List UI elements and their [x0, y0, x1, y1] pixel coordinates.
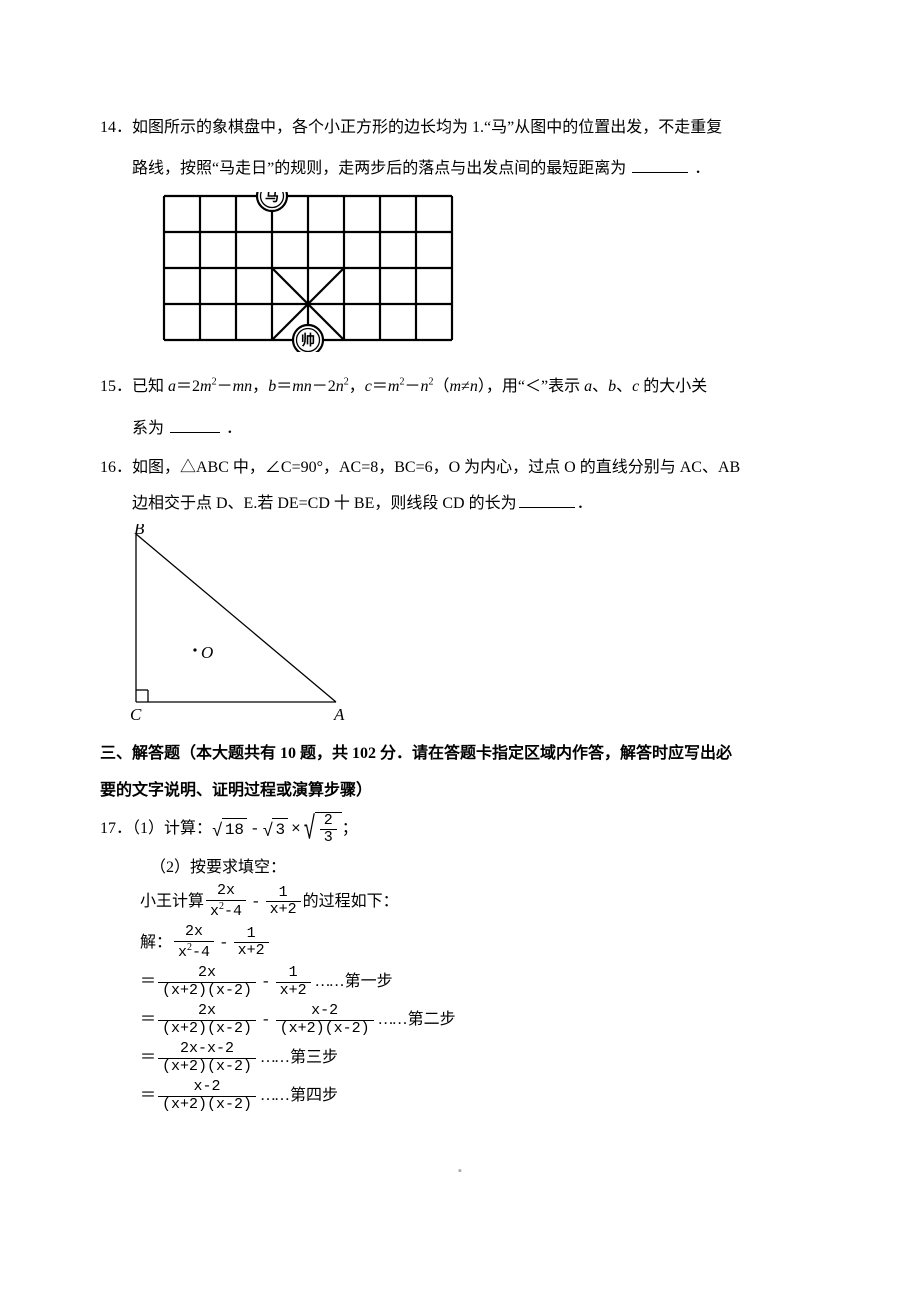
q15-c-n: n	[421, 378, 429, 395]
q15-line2-lead: 系为	[132, 420, 168, 437]
triangle-figure: B C A O	[100, 524, 820, 729]
q15-c-m: m	[388, 378, 400, 395]
q15-tail: 的大小关	[639, 378, 707, 395]
frac-1-xp2: 1 x+2	[266, 885, 301, 919]
q15-line2: 系为 ．	[100, 411, 820, 446]
q16-line1: 16．如图，△ABC 中，∠C=90°，AC=8，BC=6，O 为内心，过点 O…	[100, 452, 820, 484]
q14-line1: 14．如图所示的象棋盘中，各个小正方形的边长均为 1.“马”从图中的位置出发，不…	[100, 110, 820, 145]
q15-abc-a: a	[584, 378, 592, 395]
frac-2x-x2m4: 2x x2-4	[206, 883, 246, 920]
svg-text:O: O	[201, 643, 213, 662]
q14-period: ．	[694, 160, 710, 177]
svg-text:马: 马	[265, 192, 279, 205]
q15-b: b	[268, 378, 276, 395]
svg-text:B: B	[134, 524, 145, 538]
q17-step4: ＝ x-2 (x+2)(x-2) …… 第四步	[100, 1079, 820, 1113]
svg-text:帅: 帅	[301, 332, 315, 349]
svg-text:C: C	[130, 705, 142, 724]
q15-mn-m: m	[450, 378, 462, 395]
q15-c-minus: －	[404, 378, 420, 395]
chessboard-figure: 马帅	[100, 192, 820, 357]
q15-line1: 15．已知 a＝2m2－mn，b＝mn－2n2，c＝m2－n2（m≠n），用“＜…	[100, 369, 820, 404]
q15-dun1: 、	[592, 378, 608, 395]
q15-b-mn: mn	[292, 378, 312, 395]
q16-line2: 边相交于点 D、E.若 DE=CD 十 BE，则线段 CD 的长为 ．	[100, 488, 820, 520]
sqrt-frac-2-3: √ 2 3	[304, 812, 342, 847]
q16-line2-text: 边相交于点 D、E.若 DE=CD 十 BE，则线段 CD 的长为	[132, 495, 517, 512]
footnote-mark: ▪	[0, 1165, 920, 1177]
q17-semi: ；	[342, 818, 358, 840]
q16-blank	[519, 492, 575, 508]
q15-paren-tail: ），用“＜”表示	[478, 378, 584, 395]
q15-c-eq: ＝	[372, 378, 388, 395]
svg-text:A: A	[333, 705, 345, 724]
q14-line2: 路线，按照“马走日”的规则，走两步后的落点与出发点间的最短距离为 ．	[100, 151, 820, 186]
q17-step1: ＝ 2x (x+2)(x-2) - 1 x+2 …… 第一步	[100, 965, 820, 999]
q17-step2: ＝ 2x (x+2)(x-2) - x-2 (x+2)(x-2) …… 第二步	[100, 1003, 820, 1037]
times-op: ×	[288, 818, 304, 840]
triangle-svg: B C A O	[120, 524, 360, 724]
q15-mn-n: n	[470, 378, 478, 395]
q15-abc-b: b	[608, 378, 616, 395]
q14-line2-text: 路线，按照“马走日”的规则，走两步后的落点与出发点间的最短距离为	[132, 160, 630, 177]
sqrt-3: √3	[263, 818, 288, 841]
q14-blank	[632, 157, 688, 173]
q15-a-eq: ＝2	[176, 378, 200, 395]
q15-a-m: m	[200, 378, 212, 395]
q16-period: ．	[577, 495, 593, 512]
q15-lead: 15．已知	[100, 378, 168, 395]
sqrt-18: √18	[212, 818, 247, 841]
q15-dun2: 、	[616, 378, 632, 395]
q17-part1: 17．（1）计算： √18 - √3 × √ 2 3 ；	[100, 812, 820, 847]
q15-ne: ≠	[461, 378, 470, 395]
q15-period: ．	[226, 420, 242, 437]
q17-solve-row: 解： 2x x2-4 - 1 x+2	[100, 924, 820, 961]
q15-blank	[170, 417, 220, 433]
q15-a-mn: mn	[233, 378, 253, 395]
q17-p1-lead: 17．（1）计算：	[100, 818, 212, 840]
q15-a-minus: －	[217, 378, 233, 395]
q15-c: c	[365, 378, 372, 395]
q17-part2-lead: （2）按要求填空：	[100, 857, 820, 879]
q17-xw-expr: 小王计算 2x x2-4 - 1 x+2 的过程如下：	[100, 883, 820, 920]
q15-sep2: ，	[349, 378, 365, 395]
minus-op: -	[247, 818, 263, 840]
q17-block: 17．（1）计算： √18 - √3 × √ 2 3 ； （2）按要求	[100, 812, 820, 1113]
q15-a: a	[168, 378, 176, 395]
chessboard-svg: 马帅	[160, 192, 460, 352]
q15-paren-l: （	[434, 378, 450, 395]
section3-line2: 要的文字说明、证明过程或演算步骤）	[100, 774, 820, 808]
q15-sep1: ，	[252, 378, 268, 395]
section3-line1: 三、解答题（本大题共有 10 题，共 102 分．请在答题卡指定区域内作答，解答…	[100, 737, 820, 771]
q15-b-eq: ＝	[276, 378, 292, 395]
q15-b-minus2: －2	[312, 378, 336, 395]
q15-b-n: n	[336, 378, 344, 395]
q17-step3: ＝ 2x-x-2 (x+2)(x-2) …… 第三步	[100, 1041, 820, 1075]
